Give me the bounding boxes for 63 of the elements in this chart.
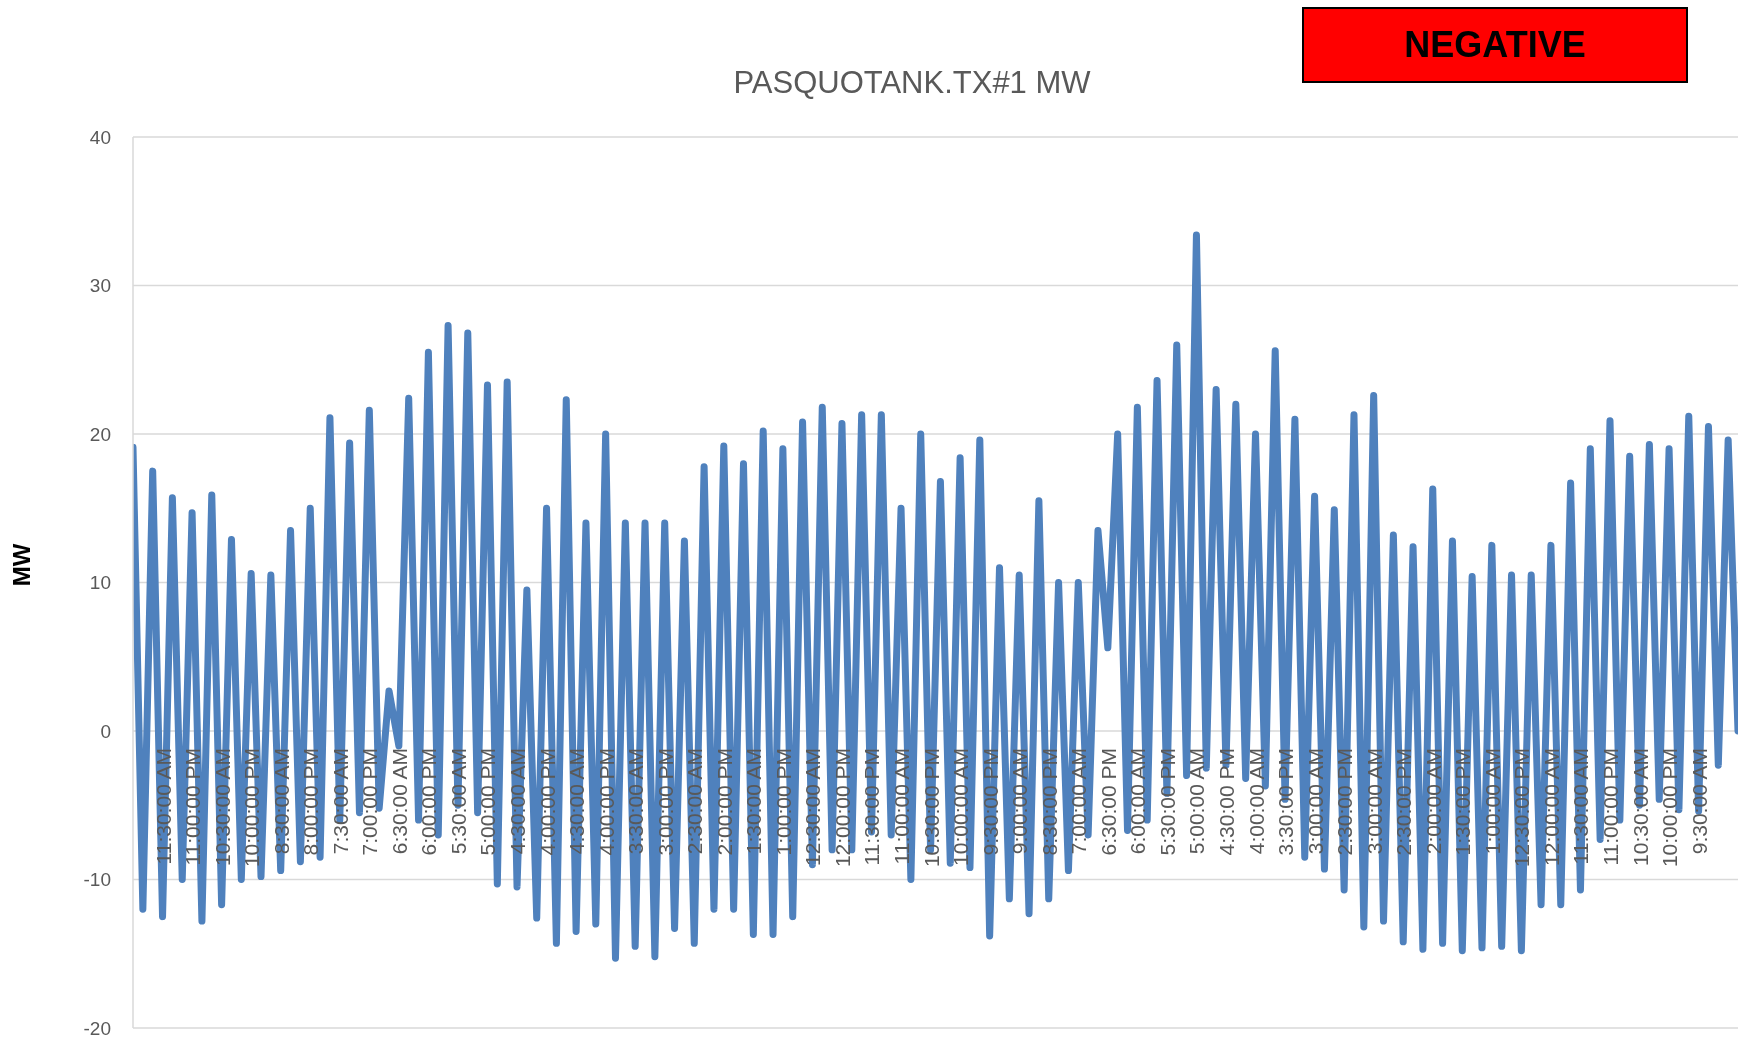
y-tick-label: 30 xyxy=(89,275,111,297)
x-tick-label: 7:00:00 AM xyxy=(1066,748,1090,855)
x-tick-label: 5:00:00 PM xyxy=(475,748,499,856)
y-tick-label: 20 xyxy=(89,423,111,445)
x-tick-label: 5:00:00 AM xyxy=(1184,748,1208,855)
x-tick-label: 12:00:00 PM xyxy=(830,748,854,868)
x-tick-label: 3:30:00 PM xyxy=(1273,748,1297,856)
x-tick-label: 2:30:00 PM xyxy=(1391,748,1415,856)
x-tick-label: 3:30:00 AM xyxy=(623,748,647,855)
y-tick-label: -10 xyxy=(83,869,111,891)
x-tick-label: 12:30:00 PM xyxy=(1509,748,1533,868)
x-tick-label: 8:00:00 PM xyxy=(298,748,322,856)
x-tick-label: 1:30:00 AM xyxy=(741,748,765,855)
x-tick-label: 2:30:00 AM xyxy=(682,748,706,855)
x-tick-label: 5:30:00 AM xyxy=(446,748,470,855)
x-tick-label: 11:00:00 PM xyxy=(1598,748,1622,866)
x-tick-label: 9:30:00 AM xyxy=(1687,748,1711,855)
x-tick-label: 10:00:00 PM xyxy=(1657,748,1681,868)
x-tick-label: 4:00:00 AM xyxy=(1244,748,1268,855)
x-tick-label: 10:30:00 PM xyxy=(919,748,943,868)
x-tick-label: 9:30:00 PM xyxy=(978,748,1002,856)
x-tick-label: 1:00:00 PM xyxy=(771,748,795,856)
x-tick-label: 4:00:00 PM xyxy=(594,748,618,856)
x-tick-label: 11:00:00 PM xyxy=(180,748,204,866)
chart-title: PASQUOTANK.TX#1 MW xyxy=(732,64,1092,102)
x-tick-label: 1:00:00 AM xyxy=(1480,748,1504,855)
x-tick-label: 4:30:00 AM xyxy=(564,748,588,855)
x-tick-label: 6:00:00 PM xyxy=(416,748,440,856)
x-tick-label: 11:30:00 PM xyxy=(860,748,883,866)
x-tick-label: 6:00:00 AM xyxy=(1125,748,1149,855)
x-tick-label: 3:00:00 AM xyxy=(1362,748,1386,855)
x-tick-label: 11:30:00 AM xyxy=(1568,748,1592,865)
x-tick-label: 7:30:00 AM xyxy=(328,748,352,855)
y-tick-label: 0 xyxy=(100,720,111,742)
x-tick-label: 12:00:00 AM xyxy=(1539,748,1563,866)
x-tick-label: 12:30:00 AM xyxy=(800,748,824,866)
x-tick-label: 2:00:00 AM xyxy=(1421,748,1445,855)
x-tick-label: 4:00:00 PM xyxy=(535,748,559,856)
x-tick-label: 6:30:00 PM xyxy=(1096,748,1120,856)
x-tick-label: 7:00:00 PM xyxy=(357,748,381,856)
x-tick-label: 4:30:00 AM xyxy=(505,748,529,855)
x-tick-label: 10:30:00 AM xyxy=(210,748,234,866)
x-tick-label: 11:00:00 AM xyxy=(889,748,913,865)
x-tick-label: 2:30:00 PM xyxy=(1332,748,1356,856)
x-tick-label: 11:30:00 AM xyxy=(151,748,175,865)
x-tick-label: 5:30:00 PM xyxy=(1155,748,1179,856)
x-tick-label: 8:30:00 AM xyxy=(269,748,293,855)
x-tick-label: 6:30:00 AM xyxy=(387,748,411,855)
x-tick-label: 10:00:00 PM xyxy=(239,748,263,868)
x-tick-label: 3:00:00 PM xyxy=(653,748,677,856)
x-tick-label: 2:00:00 PM xyxy=(712,748,736,856)
y-axis-title: MW xyxy=(8,543,36,587)
x-tick-label: 8:30:00 PM xyxy=(1037,748,1061,856)
x-tick-label: 9:00:00 AM xyxy=(1007,748,1031,855)
x-tick-label: 4:30:00 PM xyxy=(1214,748,1238,856)
y-tick-label: 10 xyxy=(89,572,111,594)
x-tick-label: 10:00:00 AM xyxy=(948,748,972,866)
x-tick-label: 3:00:00 AM xyxy=(1303,748,1327,855)
x-tick-label: 10:30:00 AM xyxy=(1628,748,1652,866)
x-tick-label: 1:30:00 PM xyxy=(1450,748,1474,856)
label-box: NEGATIVE xyxy=(1302,7,1688,83)
y-tick-label: 40 xyxy=(89,126,111,148)
y-tick-label: -20 xyxy=(83,1017,111,1039)
